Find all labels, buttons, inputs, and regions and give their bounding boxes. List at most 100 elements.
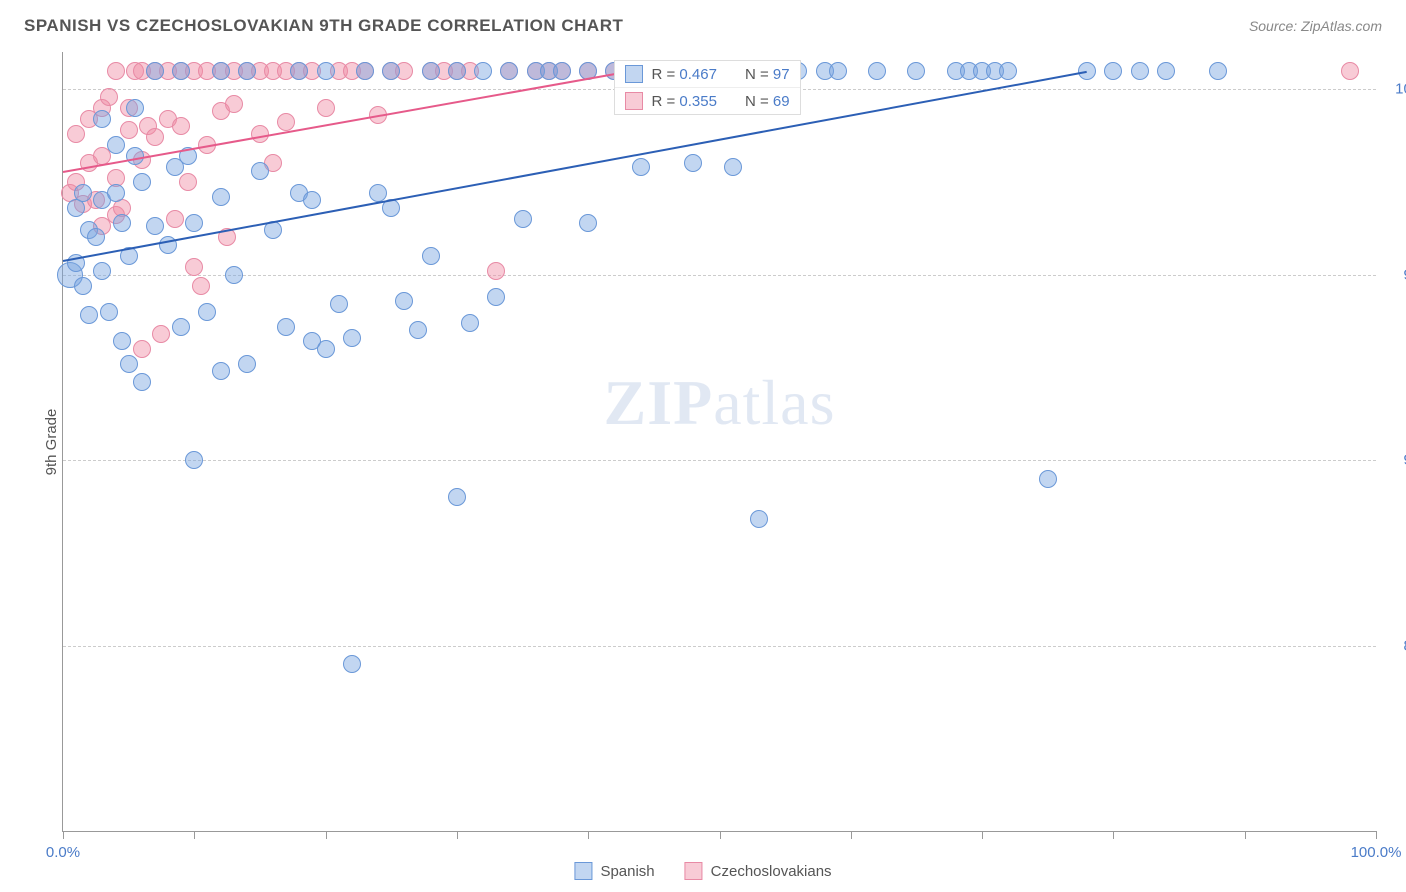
- scatter-point: [829, 62, 847, 80]
- scatter-point: [120, 121, 138, 139]
- x-tick: [720, 831, 721, 839]
- scatter-point: [684, 154, 702, 172]
- scatter-point: [212, 188, 230, 206]
- scatter-point: [500, 62, 518, 80]
- scatter-point: [225, 95, 243, 113]
- scatter-point: [74, 277, 92, 295]
- scatter-point: [514, 210, 532, 228]
- x-tick: [588, 831, 589, 839]
- scatter-point: [317, 340, 335, 358]
- r-label: R = 0.355: [651, 93, 716, 110]
- scatter-point: [868, 62, 886, 80]
- gridline: [63, 646, 1376, 647]
- scatter-point: [369, 184, 387, 202]
- legend-label: Spanish: [600, 863, 654, 880]
- scatter-point: [251, 162, 269, 180]
- scatter-point: [107, 136, 125, 154]
- chart-title: SPANISH VS CZECHOSLOVAKIAN 9TH GRADE COR…: [24, 16, 623, 36]
- scatter-point: [133, 173, 151, 191]
- stats-legend-row: R = 0.467N = 97: [615, 61, 799, 88]
- x-tick: [1245, 831, 1246, 839]
- scatter-point: [120, 355, 138, 373]
- scatter-point: [172, 117, 190, 135]
- scatter-point: [277, 318, 295, 336]
- x-tick: [1113, 831, 1114, 839]
- scatter-point: [185, 451, 203, 469]
- scatter-point: [225, 266, 243, 284]
- x-tick-label: 100.0%: [1351, 844, 1402, 861]
- scatter-point: [126, 99, 144, 117]
- bottom-legend-item: Czechoslovakians: [685, 862, 832, 880]
- scatter-point: [1131, 62, 1149, 80]
- scatter-point: [113, 214, 131, 232]
- scatter-point: [474, 62, 492, 80]
- y-tick-label: 100.0%: [1386, 81, 1406, 98]
- scatter-point: [212, 62, 230, 80]
- gridline: [63, 460, 1376, 461]
- scatter-point: [100, 303, 118, 321]
- scatter-point: [579, 214, 597, 232]
- y-tick-label: 85.0%: [1386, 637, 1406, 654]
- scatter-point: [487, 262, 505, 280]
- watermark-rest: atlas: [713, 367, 835, 438]
- scatter-point: [146, 62, 164, 80]
- scatter-point: [632, 158, 650, 176]
- scatter-point: [152, 325, 170, 343]
- scatter-point: [303, 191, 321, 209]
- scatter-point: [317, 99, 335, 117]
- n-label: N = 69: [745, 93, 790, 110]
- scatter-point: [146, 128, 164, 146]
- scatter-point: [185, 258, 203, 276]
- x-tick: [194, 831, 195, 839]
- scatter-point: [107, 184, 125, 202]
- x-tick: [982, 831, 983, 839]
- legend-swatch: [685, 862, 703, 880]
- chart-header: SPANISH VS CZECHOSLOVAKIAN 9TH GRADE COR…: [24, 16, 1382, 36]
- stats-legend-box: R = 0.467N = 97 R = 0.355 N = 69: [614, 60, 800, 115]
- legend-swatch: [625, 92, 643, 110]
- scatter-point: [750, 510, 768, 528]
- scatter-point: [126, 147, 144, 165]
- scatter-point: [487, 288, 505, 306]
- scatter-point: [1104, 62, 1122, 80]
- scatter-point: [343, 329, 361, 347]
- x-tick: [63, 831, 64, 839]
- scatter-point: [172, 62, 190, 80]
- scatter-point: [409, 321, 427, 339]
- scatter-point: [198, 303, 216, 321]
- y-axis-label: 9th Grade: [43, 408, 60, 475]
- scatter-point: [146, 217, 164, 235]
- scatter-point: [113, 332, 131, 350]
- scatter-point: [238, 355, 256, 373]
- x-tick: [326, 831, 327, 839]
- bottom-legend-item: Spanish: [574, 862, 654, 880]
- scatter-point: [422, 62, 440, 80]
- scatter-point: [1078, 62, 1096, 80]
- scatter-point: [172, 318, 190, 336]
- scatter-point: [80, 306, 98, 324]
- scatter-point: [330, 295, 348, 313]
- legend-swatch: [625, 65, 643, 83]
- scatter-point: [461, 314, 479, 332]
- scatter-point: [290, 62, 308, 80]
- source-attribution: Source: ZipAtlas.com: [1249, 18, 1382, 34]
- scatter-point: [192, 277, 210, 295]
- scatter-point: [179, 173, 197, 191]
- scatter-point: [422, 247, 440, 265]
- scatter-point: [107, 62, 125, 80]
- scatter-point: [1209, 62, 1227, 80]
- scatter-point: [238, 62, 256, 80]
- scatter-point: [724, 158, 742, 176]
- chart-plot-area: ZIPatlas 85.0%90.0%95.0%100.0%0.0%100.0%…: [63, 52, 1376, 831]
- scatter-point: [395, 292, 413, 310]
- scatter-point: [166, 210, 184, 228]
- scatter-point: [185, 214, 203, 232]
- scatter-point: [907, 62, 925, 80]
- scatter-point: [133, 373, 151, 391]
- scatter-point: [382, 62, 400, 80]
- scatter-point: [999, 62, 1017, 80]
- scatter-point: [356, 62, 374, 80]
- scatter-point: [317, 62, 335, 80]
- scatter-point: [1039, 470, 1057, 488]
- n-label: N = 97: [745, 66, 790, 83]
